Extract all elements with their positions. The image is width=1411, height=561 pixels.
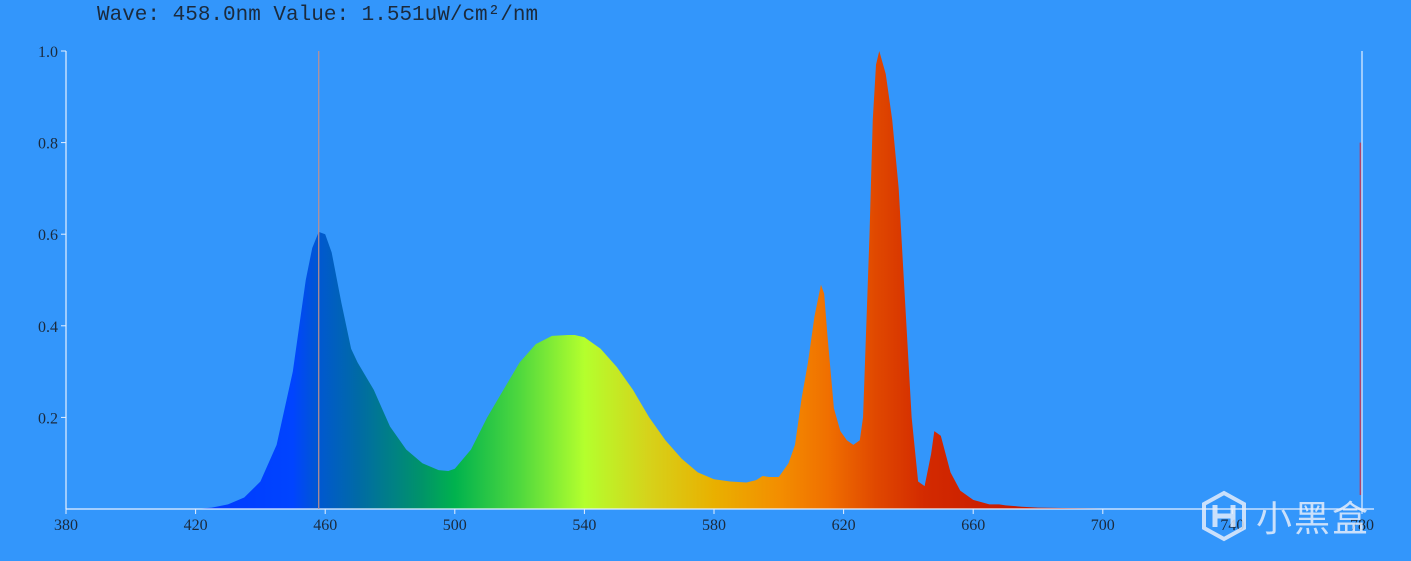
watermark: 小黑盒 xyxy=(1198,490,1378,542)
y-tick-label: 1.0 xyxy=(38,44,58,61)
x-tick-label: 540 xyxy=(572,517,596,534)
y-tick-label: 0.6 xyxy=(38,227,58,244)
x-tick-label: 420 xyxy=(184,517,208,534)
overlay xyxy=(318,51,1362,509)
axes xyxy=(65,51,1374,510)
cursor-readout: Wave: 458.0nm Value: 1.551uW/cm²/nm xyxy=(97,4,539,27)
x-tick-label: 700 xyxy=(1091,517,1115,534)
watermark-logo-icon xyxy=(1202,490,1246,542)
x-tick-label: 660 xyxy=(961,517,985,534)
x-tick-label: 620 xyxy=(832,517,856,534)
y-tick-label: 0.2 xyxy=(38,410,58,427)
watermark-text: 小黑盒 xyxy=(1256,499,1371,540)
y-tick-label: 0.4 xyxy=(38,319,58,336)
x-tick-label: 580 xyxy=(702,517,726,534)
x-tick-label: 500 xyxy=(443,517,467,534)
spectrum-area-series-0 xyxy=(195,51,1265,509)
plot-area xyxy=(195,51,1265,509)
x-tick-label: 780 xyxy=(1350,517,1374,534)
y-tick-label: 0.8 xyxy=(38,136,58,153)
x-tick-label: 380 xyxy=(54,517,78,534)
tick-labels: 380 420 460 500 540 580 620 660 700 740 7800.20.40… xyxy=(38,44,1374,534)
x-tick-label: 460 xyxy=(313,517,337,534)
